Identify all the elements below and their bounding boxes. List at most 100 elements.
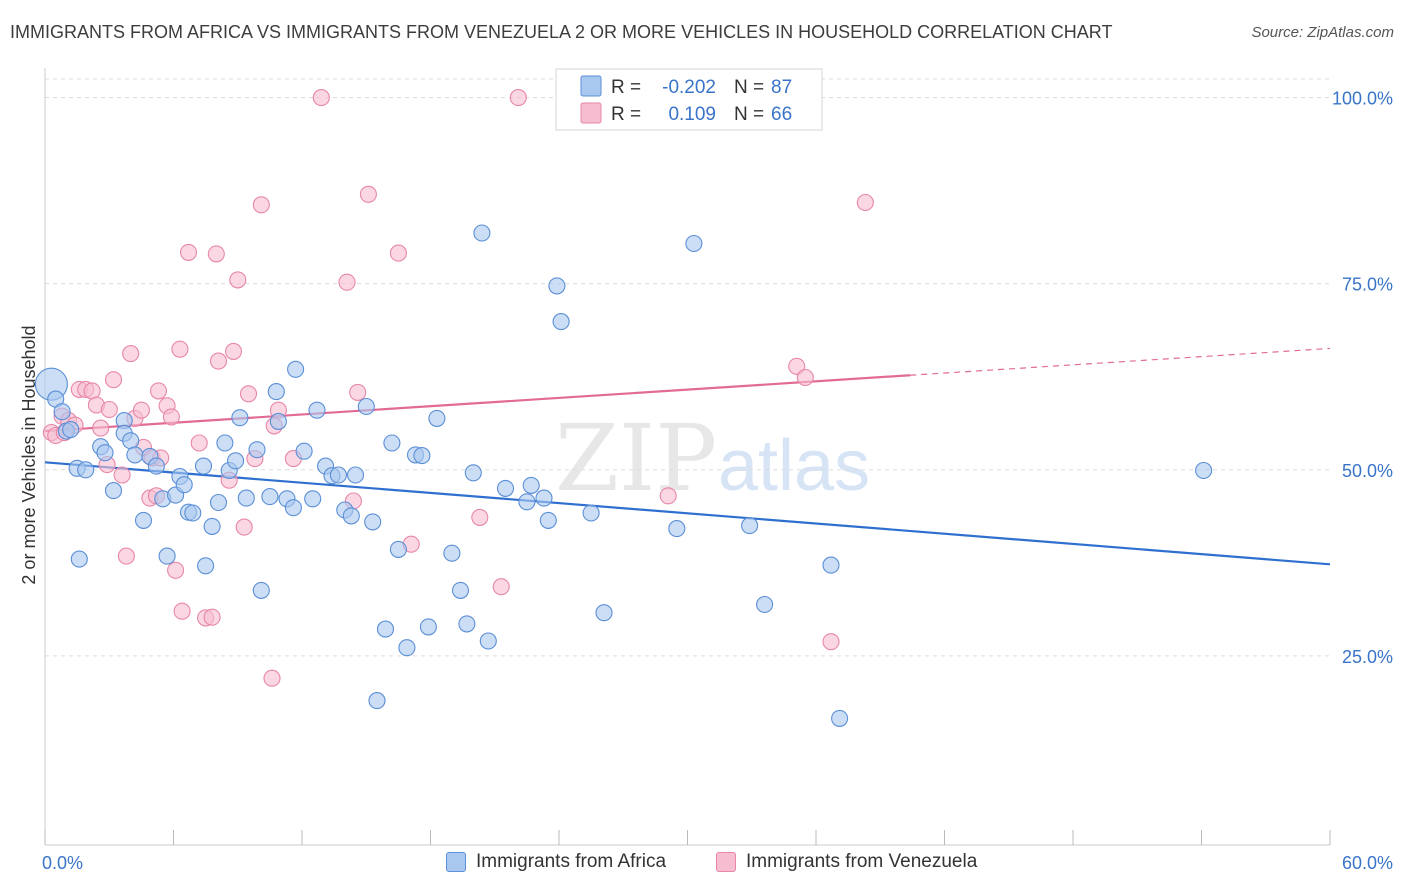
point-africa (756, 595, 774, 614)
point-venezuela (100, 400, 118, 419)
point-africa (175, 476, 193, 494)
stats-legend-n-label-africa: N = (734, 77, 764, 98)
point-africa (822, 556, 840, 574)
point-africa (535, 489, 553, 507)
point-africa (184, 504, 202, 522)
point-venezuela (235, 518, 253, 536)
point-africa (539, 511, 557, 529)
y-axis-label: 2 or more Vehicles in Household (19, 325, 39, 584)
point-africa (364, 513, 382, 531)
legend-swatch-venezuela (716, 852, 736, 872)
y-tick-label: 25.0% (1342, 647, 1393, 667)
point-africa (419, 618, 437, 636)
watermark-atlas: atlas (718, 426, 870, 506)
point-venezuela (149, 382, 168, 400)
point-africa (237, 489, 255, 507)
watermark-zip: ZIP (555, 405, 717, 512)
point-venezuela (389, 244, 407, 262)
point-venezuela (162, 408, 180, 426)
point-africa (479, 632, 497, 650)
point-africa (70, 550, 88, 568)
point-africa (376, 620, 395, 638)
point-africa (398, 639, 416, 657)
point-africa (287, 360, 305, 378)
stats-legend-swatch-africa (580, 75, 602, 97)
point-africa (346, 466, 365, 484)
point-africa (552, 313, 570, 331)
point-venezuela (659, 487, 677, 505)
point-africa (329, 466, 347, 484)
point-africa (308, 401, 326, 419)
point-africa (216, 434, 234, 452)
point-africa (227, 452, 245, 470)
point-africa (252, 581, 270, 599)
legend-label-africa: Immigrants from Africa (476, 851, 667, 872)
point-venezuela (92, 419, 110, 437)
point-venezuela (263, 669, 281, 687)
point-venezuela (856, 193, 874, 212)
data-points (34, 89, 1213, 727)
point-venezuela (509, 89, 527, 107)
point-venezuela (359, 185, 377, 203)
point-venezuela (349, 383, 367, 401)
stats-legend-n-label-venezuela: N = (734, 104, 764, 125)
point-africa (451, 581, 470, 599)
point-venezuela (122, 345, 140, 363)
point-africa (53, 403, 71, 421)
point-africa (158, 547, 176, 565)
source-credit: Source: ZipAtlas.com (1251, 24, 1394, 41)
point-africa (231, 409, 249, 427)
stats-legend-n-value-africa: 87 (771, 77, 792, 98)
gridlines (45, 78, 1330, 657)
series-legend: Immigrants from Africa Immigrants from V… (0, 851, 1406, 879)
chart-title: IMMIGRANTS FROM AFRICA VS IMMIGRANTS FRO… (10, 22, 1113, 42)
point-africa (269, 412, 287, 430)
legend-item-africa: Immigrants from Africa (446, 851, 666, 873)
point-africa (496, 479, 515, 497)
trend-line-venezuela (44, 374, 911, 433)
stats-legend: R = -0.202 N = 87 R = 0.109 N = 66 (555, 68, 823, 131)
point-africa (458, 615, 476, 633)
point-africa (413, 447, 431, 465)
point-venezuela (312, 89, 330, 107)
point-africa (284, 499, 302, 517)
point-africa (267, 383, 285, 401)
point-venezuela (471, 508, 489, 526)
point-venezuela (229, 271, 247, 289)
point-africa (248, 441, 266, 459)
trend-lines (44, 347, 1331, 566)
point-venezuela (117, 547, 135, 565)
point-venezuela (239, 385, 258, 403)
point-venezuela (492, 578, 510, 596)
x-tick-label-min: 0.0% (42, 853, 83, 873)
point-africa (685, 234, 703, 253)
point-venezuela (224, 342, 243, 360)
point-venezuela (171, 340, 189, 358)
point-africa (122, 432, 140, 450)
tick-labels: 25.0% 50.0% 75.0% 100.0% 0.0% 60.0% (42, 89, 1393, 873)
point-africa (342, 507, 360, 525)
point-africa (368, 692, 386, 710)
point-venezuela (113, 466, 131, 484)
point-africa (126, 446, 144, 464)
point-africa (428, 409, 446, 427)
stats-legend-n-value-venezuela: 66 (771, 104, 792, 125)
trend-line-venezuela-extension (910, 347, 1331, 376)
stats-legend-r-label-venezuela: R = (611, 104, 641, 125)
point-venezuela (83, 382, 101, 400)
stats-legend-r-label-africa: R = (611, 77, 641, 98)
point-africa (357, 397, 375, 416)
point-africa (741, 517, 759, 535)
point-africa (197, 557, 215, 575)
point-africa (464, 464, 482, 482)
point-venezuela (209, 352, 228, 370)
watermark: ZIP atlas (555, 405, 870, 512)
point-africa (443, 544, 461, 562)
point-africa (518, 493, 536, 511)
stats-legend-r-value-venezuela: 0.109 (668, 104, 716, 125)
point-venezuela (203, 608, 221, 626)
y-tick-label: 75.0% (1342, 275, 1393, 295)
point-africa (194, 457, 213, 475)
point-venezuela (173, 602, 191, 620)
